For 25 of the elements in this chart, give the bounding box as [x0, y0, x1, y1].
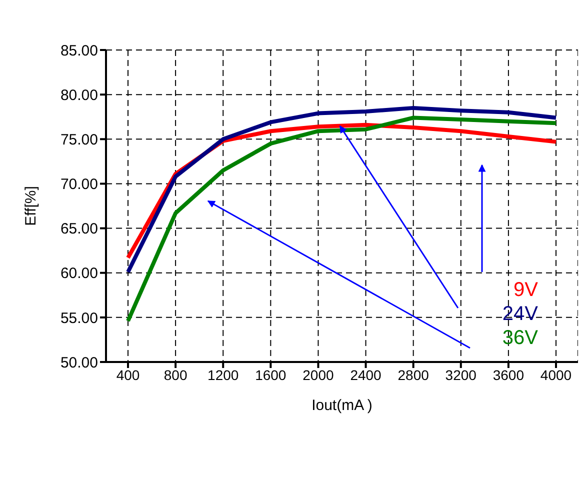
- y-tick-label: 60.00: [60, 265, 98, 282]
- y-tick-label: 70.00: [60, 176, 98, 194]
- text: 9V: [512, 278, 538, 302]
- x-tick-label: 4000: [540, 366, 572, 383]
- x-tick-label: 400: [116, 366, 140, 383]
- line-series: [126, 106, 558, 274]
- y-tick-label: 55.00: [60, 310, 98, 327]
- text: 24V: [502, 302, 538, 326]
- y-tick-label: 85.00: [60, 42, 98, 60]
- text: 36V: [502, 326, 538, 350]
- x-tick-label: 2800: [398, 366, 430, 383]
- y-tick-label: 75.00: [60, 131, 98, 148]
- y-tick-label: 50.00: [60, 354, 98, 372]
- x-tick-label: 800: [164, 366, 188, 383]
- x-tick-label: 3200: [445, 366, 477, 383]
- x-tick-label: 1200: [208, 366, 239, 383]
- x-axis-title: Iout(mA ): [312, 397, 372, 414]
- x-tick-label: 1600: [255, 366, 286, 383]
- x-tick-label: 3600: [492, 366, 524, 383]
- line-series: [126, 116, 558, 323]
- x-tick-label: 2000: [302, 366, 334, 383]
- y-tick-label: 80.00: [60, 86, 98, 104]
- y-tick-label: 65.00: [60, 220, 98, 238]
- x-tick-label: 2400: [350, 366, 382, 383]
- y-axis-title: Eff[%]: [22, 186, 40, 226]
